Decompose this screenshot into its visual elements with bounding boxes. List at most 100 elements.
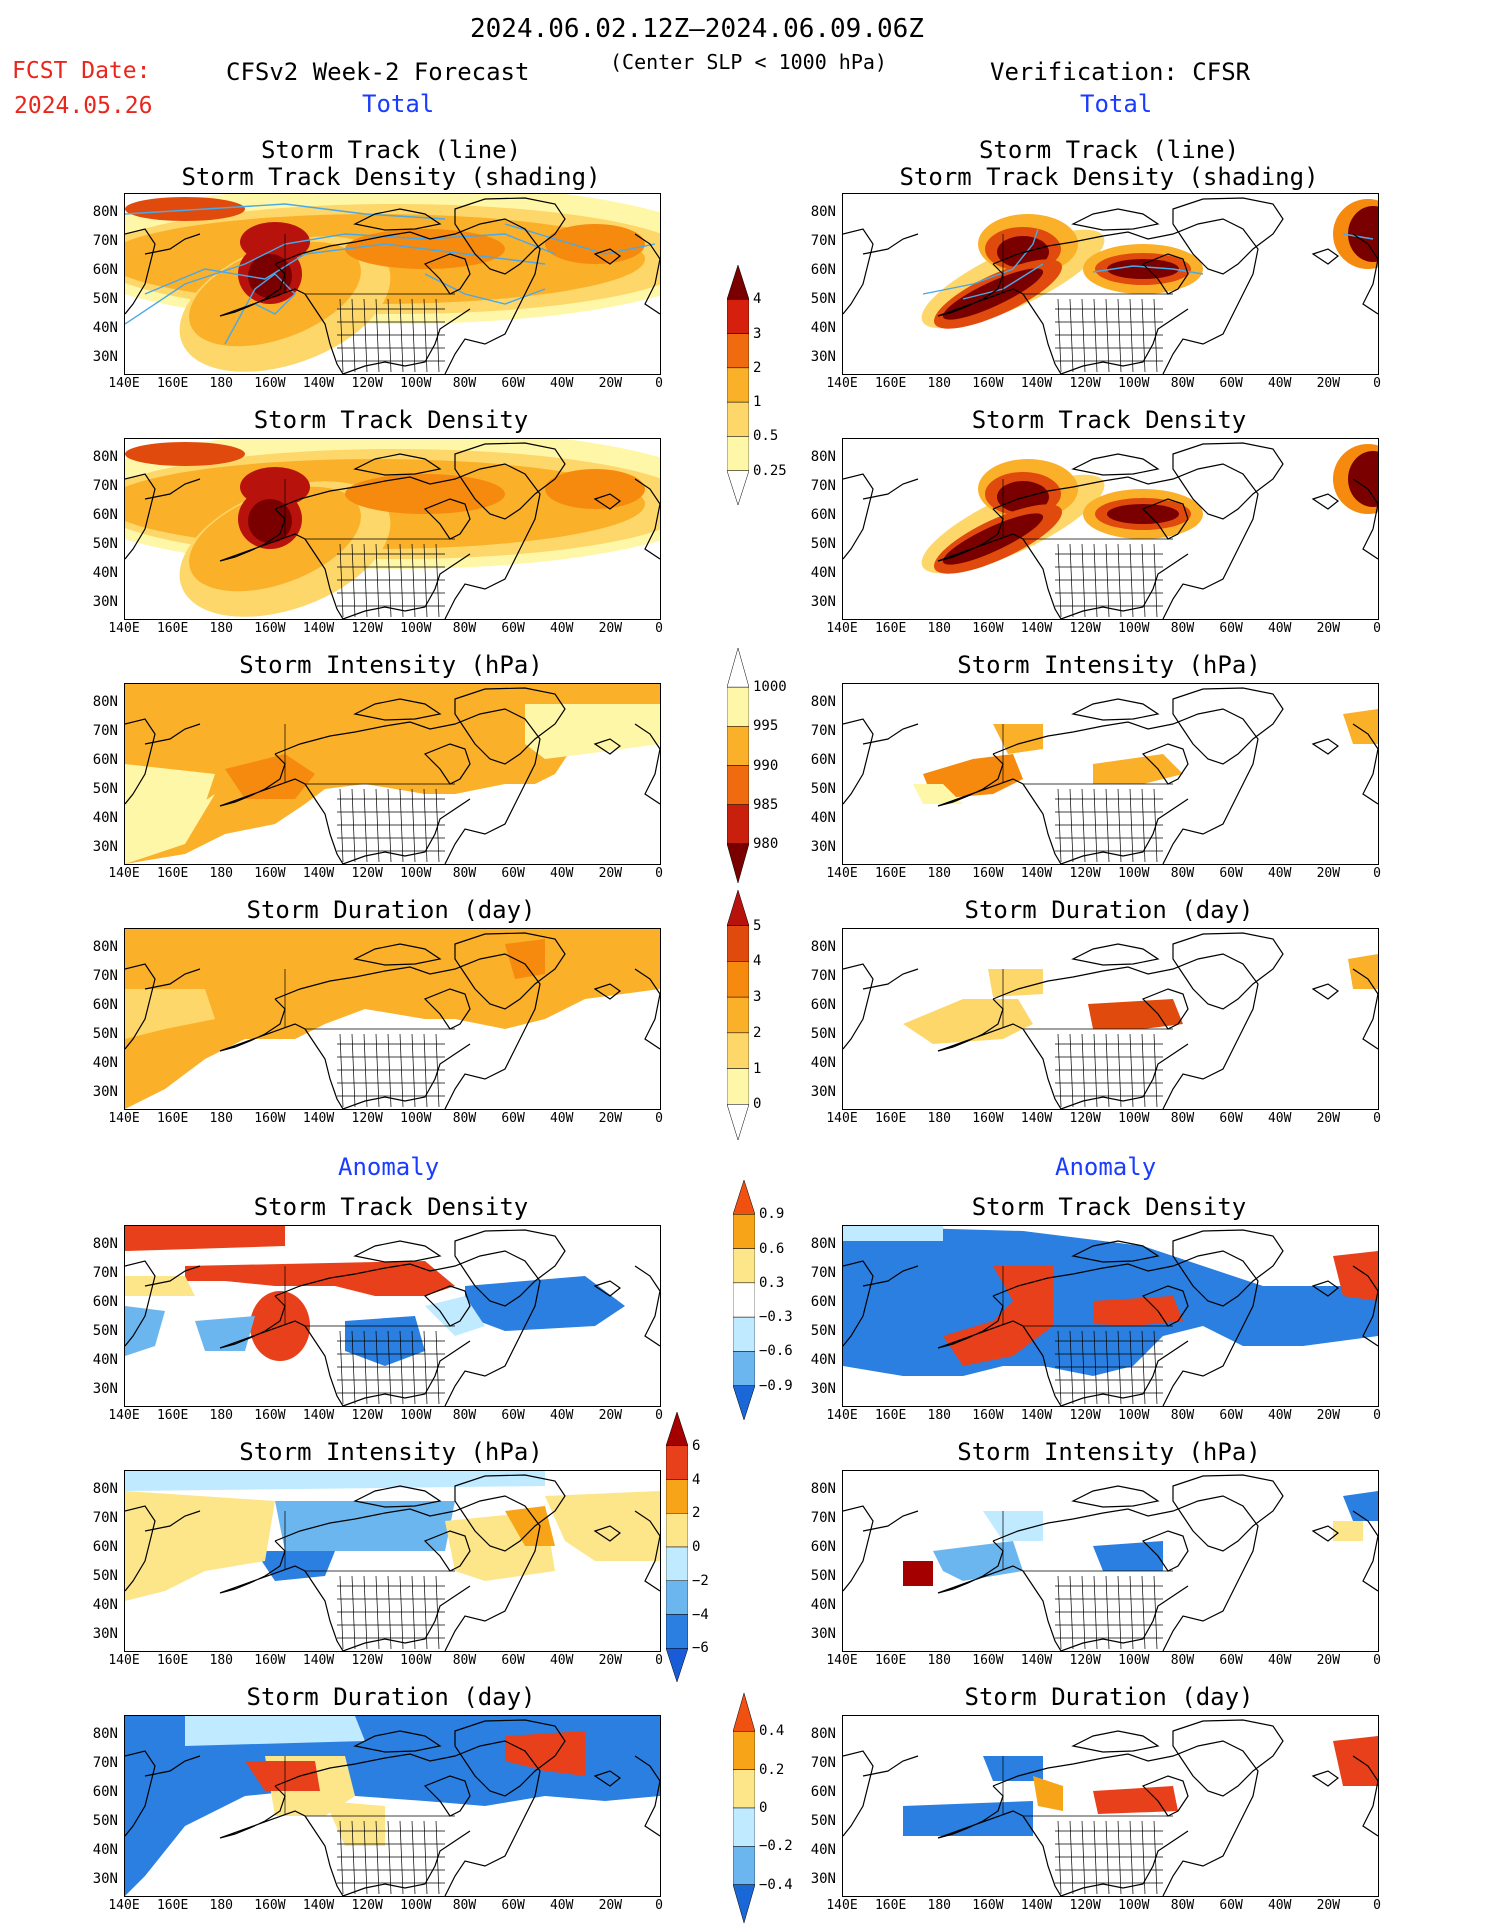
lon-label: 140E [108,1408,140,1423]
state-line [399,543,404,618]
shade-region [843,1226,943,1241]
lon-label: 40W [1267,1111,1292,1126]
shade-region [125,989,215,1039]
shade-region [1093,1296,1183,1326]
shade-region [545,1491,660,1561]
shade-region [245,1761,320,1791]
lat-label: 80N [810,939,836,955]
shade-region [275,1501,455,1551]
colorbar-intensity-anomaly-segment [665,1513,689,1548]
shade-region [903,1801,1033,1836]
lat-label: 30N [92,594,118,610]
state-line [1129,543,1134,618]
colorbar-density-label: 0.25 [753,462,787,479]
lat-label: 60N [810,1294,836,1310]
colorbar-duration-anomaly-label: 0.4 [759,1723,785,1740]
lon-label: 100W [400,376,432,391]
coastline-gulf [1060,1340,1189,1406]
shade-region [1107,259,1179,279]
state-borders [1002,1266,1173,1405]
shade-region [988,969,1043,997]
lat-label: 50N [810,1568,836,1584]
colorbar-intensity-anomaly-label: −2 [692,1572,709,1589]
fcst-label: FCST Date: [12,58,151,84]
map-frame [124,193,661,375]
coastline [125,1719,660,1896]
lat-label: 70N [810,723,836,739]
shade-region [505,1731,585,1776]
lon-label: 160E [874,1408,907,1423]
coastline-archipelago [1071,943,1160,966]
state-line [375,1820,380,1895]
coastline-iceland [1311,1280,1340,1297]
state-line [399,1033,404,1108]
state-line [1105,1575,1110,1650]
lon-label: 40W [1267,621,1292,636]
coastline-pacific [219,998,344,1109]
colorbar-intensity-segment [726,843,750,884]
coastline-pacific [219,263,344,374]
lon-label: 120W [1069,866,1101,881]
state-line [435,298,440,373]
coastline [843,197,1378,374]
shade-region [1333,1521,1363,1541]
lon-label: 40W [1267,1898,1292,1913]
lon-label: 20W [1316,1653,1341,1668]
shade-region [185,1261,455,1296]
state-line [435,1033,440,1108]
shade-region [248,499,292,543]
coastline-hudson-bay [1141,988,1189,1030]
state-line [387,788,392,863]
lon-label: 0 [655,1408,663,1423]
shade-region [1093,1786,1178,1814]
lon-label: 160W [972,1111,1004,1126]
lon-label: 60W [501,1653,525,1668]
total-label-right: Total [1080,90,1153,118]
coastline-siberia [862,723,919,745]
state-line [351,1820,356,1895]
coastline-pacific [937,1295,1062,1406]
colorbar-duration-anomaly: 0.4 0.2 0 −0.2 −0.4 [732,1692,793,1924]
coastline-north-america [992,1495,1259,1651]
lon-label: 180 [927,621,951,636]
lon-label: 20W [598,1408,623,1423]
lat-label: 40N [92,1842,118,1858]
coastline-gulf [1060,1043,1189,1109]
panel-title: Storm Track Density [971,1193,1247,1221]
colorbar-density-anomaly-segment [732,1214,756,1249]
panel-title: Storm Track Density [253,1193,529,1221]
state-line [1093,543,1098,618]
state-line [423,1820,428,1895]
shade-region [125,794,215,864]
colorbar-density-anomaly-segment [732,1316,756,1352]
lat-label: 70N [810,968,836,984]
lat-label: 30N [92,1871,118,1887]
coastline-archipelago [353,453,442,476]
lat-label: 60N [92,262,118,278]
lon-label: 140W [1020,866,1053,881]
shade-region [545,224,645,264]
lon-label: 100W [1118,1111,1150,1126]
state-line [1117,1033,1122,1108]
lat-label: 60N [92,752,118,768]
lon-label: 180 [927,1653,951,1668]
coastline-asia [843,473,874,560]
map-frame [842,438,1379,620]
colorbar-density-label: 2 [753,359,762,376]
total-label-left: Total [362,90,435,118]
coastline-europe [634,233,660,315]
coastline-greenland [1172,1229,1284,1307]
lon-label: 140E [826,621,858,636]
lat-label: 40N [92,320,118,336]
map-canvas [843,932,1378,1109]
coastline-gulf [1060,1585,1189,1651]
coastline [125,1229,660,1406]
lat-label: 30N [92,839,118,855]
map-frame [842,1470,1379,1652]
state-borders [1002,1756,1173,1895]
lon-label: 140W [302,376,335,391]
lon-label: 180 [209,376,233,391]
map-frame [124,683,661,865]
lon-label: 160W [972,1653,1004,1668]
lon-label: 0 [1373,376,1381,391]
